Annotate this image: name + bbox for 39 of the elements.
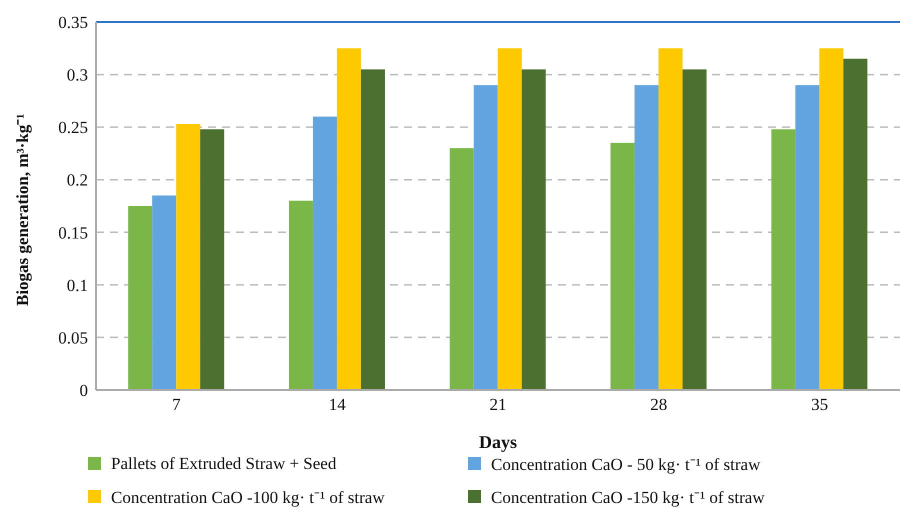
y-tick-label: 0 [80,381,88,400]
bar [522,69,546,390]
y-tick-label: 0.3 [66,66,88,85]
x-tick-label: 28 [650,395,668,414]
y-tick-label: 0.25 [58,118,88,138]
bar [128,206,152,390]
bar [658,48,683,390]
bar [336,48,361,390]
legend-label: Concentration CaO -100 kg· t⁻¹ of straw [111,487,385,508]
x-tick-label: 21 [490,395,506,414]
bar [360,69,385,390]
x-tick-label: 35 [811,395,828,414]
legend-label: Pallets of Extruded Straw + Seed [111,454,336,474]
bar [474,85,498,390]
bar [819,48,844,390]
y-tick-label: 0.15 [58,223,88,242]
x-tick-label: 14 [328,395,346,414]
y-tick-label: 0.2 [66,170,88,190]
bar [843,58,868,390]
bar [176,124,200,390]
bar [771,129,796,390]
bar [610,142,635,390]
bar [200,129,224,390]
bar [795,85,820,390]
bar [634,85,659,390]
legend-label: Concentration CaO -150 kg· t⁻¹ of straw [491,487,765,508]
x-tick-label: 7 [172,395,182,414]
x-axis-title: Days [478,432,518,452]
y-tick-label: 0.05 [58,328,88,348]
legend-label: Concentration CaO - 50 kg· t⁻¹ of straw [491,454,760,475]
bar [450,148,474,390]
y-axis-title: Biogas generation, m³·kg⁻¹ [13,114,32,306]
bar [288,200,313,390]
y-tick-label: 0.35 [58,13,88,32]
bar [498,48,522,390]
bar [152,195,176,390]
bar [312,116,337,390]
bar [682,69,707,390]
y-tick-label: 0.1 [66,276,88,295]
